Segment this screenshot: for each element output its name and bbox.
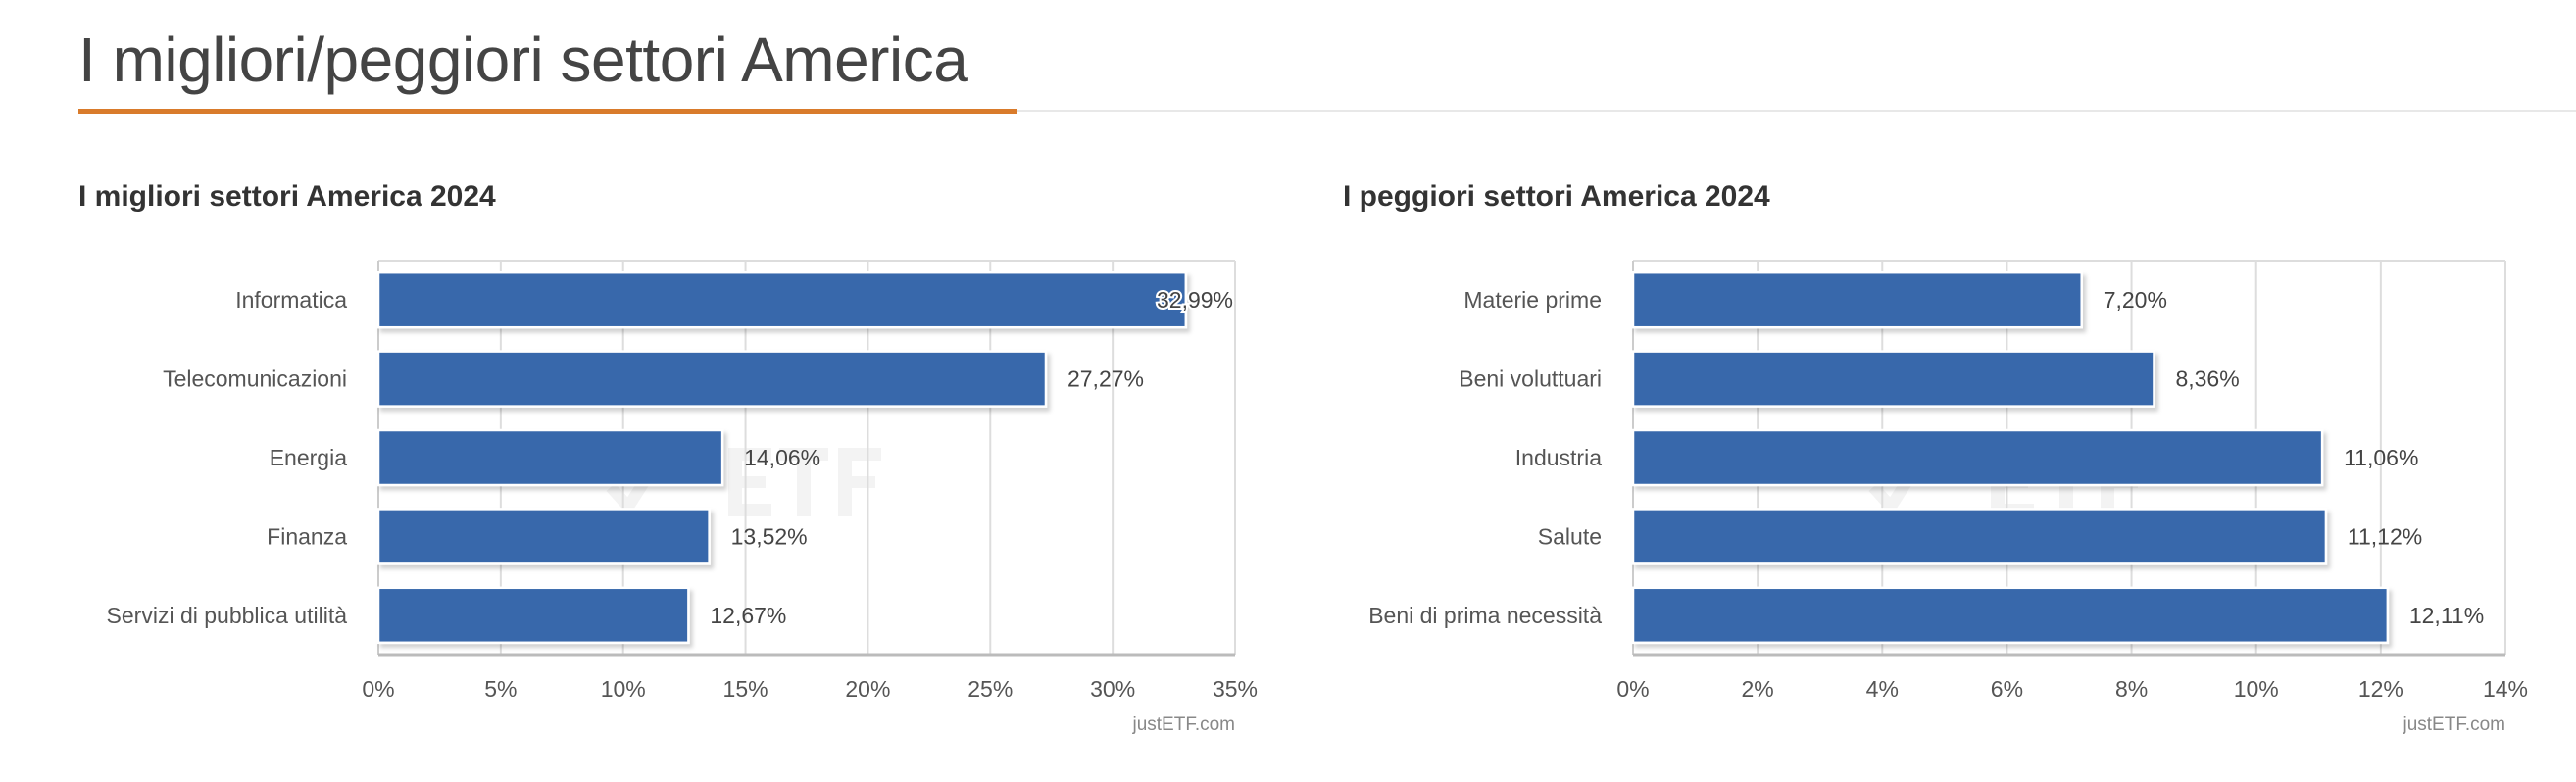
bar — [376, 428, 724, 487]
bar — [376, 350, 1048, 408]
data-label: 8,36% — [2175, 367, 2239, 392]
x-tick-label: 8% — [2115, 676, 2148, 702]
bar — [1631, 428, 2324, 487]
bar — [1631, 350, 2155, 408]
bar — [1631, 270, 2083, 329]
data-label: 11,12% — [2348, 523, 2422, 549]
chart-title-best: I migliori settori America 2024 — [78, 180, 496, 213]
x-tick-label: 0% — [1616, 676, 1649, 702]
bar — [376, 270, 1188, 329]
category-label: Telecomunicazioni — [163, 367, 347, 392]
x-tick-label: 12% — [2358, 676, 2403, 702]
x-tick-label: 2% — [1742, 676, 1774, 702]
x-tick-label: 35% — [1213, 676, 1258, 702]
x-tick-label: 15% — [723, 676, 768, 702]
chart-title-worst: I peggiori settori America 2024 — [1343, 180, 1770, 213]
data-label: 11,06% — [2344, 445, 2418, 470]
x-tick-label: 30% — [1090, 676, 1135, 702]
bar — [1631, 586, 2390, 645]
x-tick-label: 10% — [2234, 676, 2279, 702]
x-tick-label: 5% — [484, 676, 517, 702]
x-tick-label: 20% — [845, 676, 890, 702]
watermark-logo-stroke — [838, 476, 875, 488]
page-title: I migliori/peggiori settori America — [78, 24, 968, 95]
x-tick-label: 14% — [2483, 676, 2528, 702]
credit-link: justETF.com — [2402, 714, 2505, 735]
category-label: Informatica — [235, 287, 347, 313]
data-label: 7,20% — [2104, 287, 2167, 313]
x-tick-label: 0% — [362, 676, 394, 702]
data-label: 32,99% — [1157, 287, 1233, 313]
watermark-logo — [606, 448, 881, 516]
bar — [1631, 508, 2328, 565]
category-label: Servizi di pubblica utilità — [107, 603, 348, 628]
category-label: Salute — [1538, 523, 1602, 549]
bar — [376, 508, 711, 565]
title-divider — [78, 110, 2576, 112]
bar-chart-worst: 0% 2% 4% 6% 8% 10% 12% 14% Materie prime 7,20% Ben… — [1368, 260, 2528, 735]
watermark-logo-stroke — [797, 448, 811, 516]
category-label: Materie prime — [1463, 287, 1602, 313]
data-label: 14,06% — [744, 445, 820, 470]
watermark-logo-stroke — [728, 504, 771, 516]
watermark-logo-stroke — [838, 448, 881, 461]
title-accent-underline — [78, 109, 1017, 114]
watermark-logo-stroke — [728, 476, 766, 488]
x-tick-label: 4% — [1866, 676, 1899, 702]
data-label: 13,52% — [731, 523, 808, 549]
category-label: Energia — [270, 445, 347, 470]
category-label: Finanza — [267, 523, 347, 549]
category-label: Beni di prima necessità — [1368, 603, 1602, 628]
bar-chart-best: 0% 5% 10% 15% 20% 25% 30% 35% Informatica 32,99% T… — [107, 260, 1258, 735]
x-tick-label: 6% — [1991, 676, 2023, 702]
category-label: Beni voluttuari — [1459, 367, 1602, 392]
x-tick-label: 25% — [967, 676, 1013, 702]
category-label: Industria — [1515, 445, 1602, 470]
bar — [376, 586, 690, 645]
credit-link: justETF.com — [1131, 714, 1235, 735]
data-label: 12,67% — [710, 603, 786, 628]
data-label: 12,11% — [2409, 603, 2484, 628]
data-label: 27,27% — [1067, 367, 1144, 392]
watermark-logo-stroke — [728, 448, 771, 461]
x-tick-label: 10% — [601, 676, 646, 702]
